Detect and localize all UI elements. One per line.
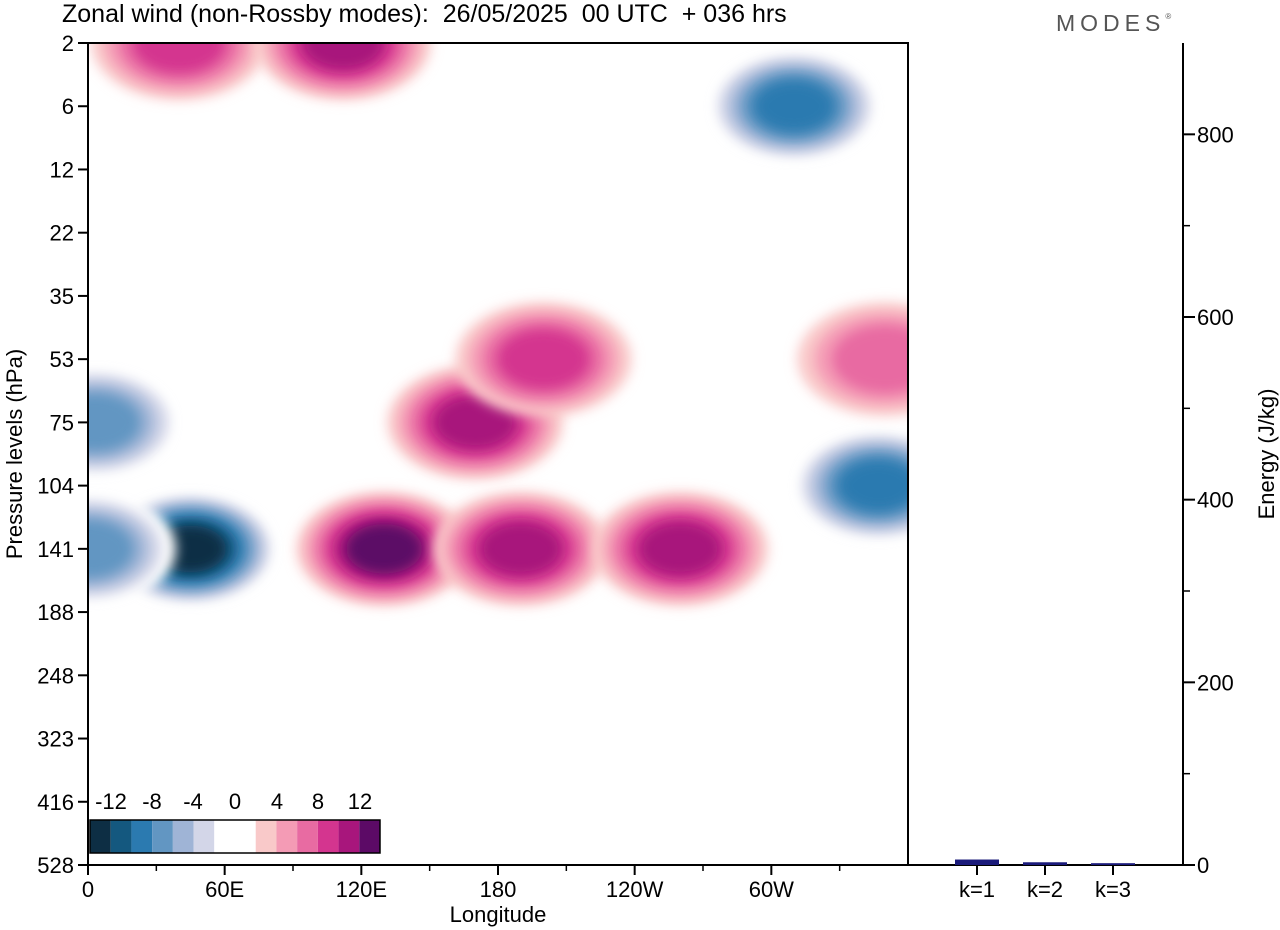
- colorbar-swatch: [110, 820, 132, 853]
- colorbar-swatch: [359, 820, 380, 853]
- colorbar-label: 8: [312, 789, 324, 814]
- colorbar-swatch: [214, 820, 235, 853]
- wind-contour-2-3: [88, 392, 141, 453]
- colorbar-label: 4: [271, 789, 283, 814]
- colorbar-swatch: [131, 820, 153, 853]
- pressure-tick-label: 35: [50, 284, 74, 309]
- energy-bar-k=1: [955, 859, 999, 865]
- pressure-tick-label: 22: [50, 221, 74, 246]
- longitude-tick-label: 180: [480, 877, 517, 902]
- y-axis-label: Pressure levels (hPa): [2, 349, 27, 559]
- wind-contour-5-5: [346, 523, 423, 574]
- energy-tick-label: 200: [1197, 670, 1234, 695]
- colorbar-swatch: [317, 820, 339, 853]
- wind-contour-3-4: [752, 79, 836, 134]
- pressure-tick-label: 2: [62, 31, 74, 56]
- colorbar-swatch: [297, 820, 318, 853]
- energy-tick-label: 600: [1197, 305, 1234, 330]
- wind-contour-11-2: [832, 324, 908, 394]
- wind-contour-1-3: [88, 518, 134, 579]
- pressure-tick-label: 528: [37, 853, 74, 878]
- wind-contour-12-3: [497, 329, 590, 390]
- colorbar-label: 0: [229, 789, 241, 814]
- wind-field: [88, 43, 908, 606]
- x-axis-label: Longitude: [450, 902, 547, 927]
- colorbar-label: -4: [183, 789, 203, 814]
- wind-contour-4-4: [837, 458, 908, 513]
- wind-contour-6-4: [433, 395, 517, 450]
- energy-tick-label: 800: [1197, 122, 1234, 147]
- colorbar-swatch: [172, 820, 194, 853]
- colorbar-swatch: [255, 820, 277, 853]
- pressure-tick-label: 141: [37, 537, 74, 562]
- colorbar-swatch: [90, 820, 111, 853]
- longitude-tick-label: 0: [82, 877, 94, 902]
- pressure-tick-label: 6: [62, 94, 74, 119]
- wind-contour-10-4: [301, 43, 385, 70]
- wavenumber-label: k=2: [1027, 877, 1063, 902]
- pressure-tick-label: 323: [37, 727, 74, 752]
- pressure-tick-label: 53: [50, 347, 74, 372]
- wavenumber-label: k=3: [1095, 877, 1131, 902]
- logo-text: MODES: [1056, 10, 1166, 36]
- colorbar-swatch: [276, 820, 298, 853]
- wavenumber-label: k=1: [959, 877, 995, 902]
- pressure-tick-label: 75: [50, 410, 74, 435]
- pressure-tick-label: 104: [37, 474, 74, 499]
- energy-tick-label: 0: [1197, 853, 1209, 878]
- wind-contour-7-4: [479, 521, 563, 576]
- colorbar-label: 12: [348, 789, 372, 814]
- chart-title: Zonal wind (non-Rossby modes): 26/05/202…: [62, 0, 787, 28]
- pressure-tick-label: 12: [50, 157, 74, 182]
- modes-logo: MODES®: [1056, 10, 1171, 37]
- energy-bar-k=2: [1023, 862, 1067, 865]
- colorbar-swatch: [193, 820, 215, 853]
- colorbar-label: -12: [95, 789, 127, 814]
- registered-mark: ®: [1165, 12, 1172, 21]
- longitude-tick-label: 60E: [205, 877, 244, 902]
- colorbar-frame: [89, 819, 381, 854]
- pressure-tick-label: 248: [37, 663, 74, 688]
- pressure-tick-label: 188: [37, 600, 74, 625]
- colorbar-swatch: [235, 820, 256, 853]
- energy-tick-label: 400: [1197, 488, 1234, 513]
- colorbar-swatch: [152, 820, 173, 853]
- wind-contour-9-3: [133, 43, 226, 73]
- energy-axis-label: Energy (J/kg): [1254, 389, 1279, 520]
- wind-contour-8-4: [638, 521, 722, 576]
- longitude-tick-label: 60W: [749, 877, 794, 902]
- pressure-tick-label: 416: [37, 790, 74, 815]
- longitude-tick-label: 120W: [606, 877, 664, 902]
- colorbar-swatch: [338, 820, 360, 853]
- energy-bar-k=3: [1091, 863, 1135, 865]
- colorbar-label: -8: [142, 789, 162, 814]
- longitude-tick-label: 120E: [336, 877, 387, 902]
